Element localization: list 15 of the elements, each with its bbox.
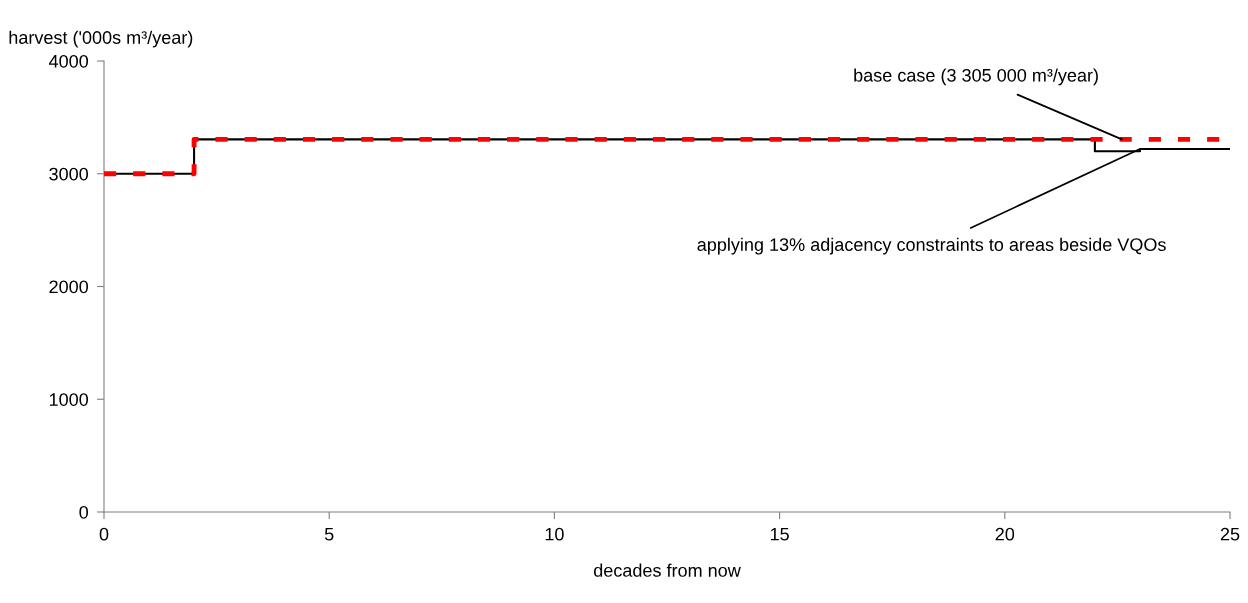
y-tick-label: 3000 xyxy=(49,167,89,181)
x-axis-title: decades from now xyxy=(594,563,741,577)
y-tick-label: 0 xyxy=(79,505,89,519)
x-tick-label: 10 xyxy=(545,527,564,541)
y-axis-title: harvest ('000s m³/year) xyxy=(9,30,193,48)
annotation: base case (3 305 000 m³/year) xyxy=(854,68,1098,86)
x-tick-label: 15 xyxy=(770,527,789,541)
x-tick-label: 20 xyxy=(995,527,1015,541)
x-tick-label: 5 xyxy=(324,527,334,541)
y-tick-label: 2000 xyxy=(49,280,89,294)
x-tick-label: 25 xyxy=(1220,527,1240,541)
y-tick-label: 1000 xyxy=(49,393,89,406)
annotation: applying 13% adjacency constraints to areas beside VQOs xyxy=(697,237,1166,255)
y-tick-label: 4000 xyxy=(48,54,89,68)
x-tick-label: 0 xyxy=(99,527,109,541)
